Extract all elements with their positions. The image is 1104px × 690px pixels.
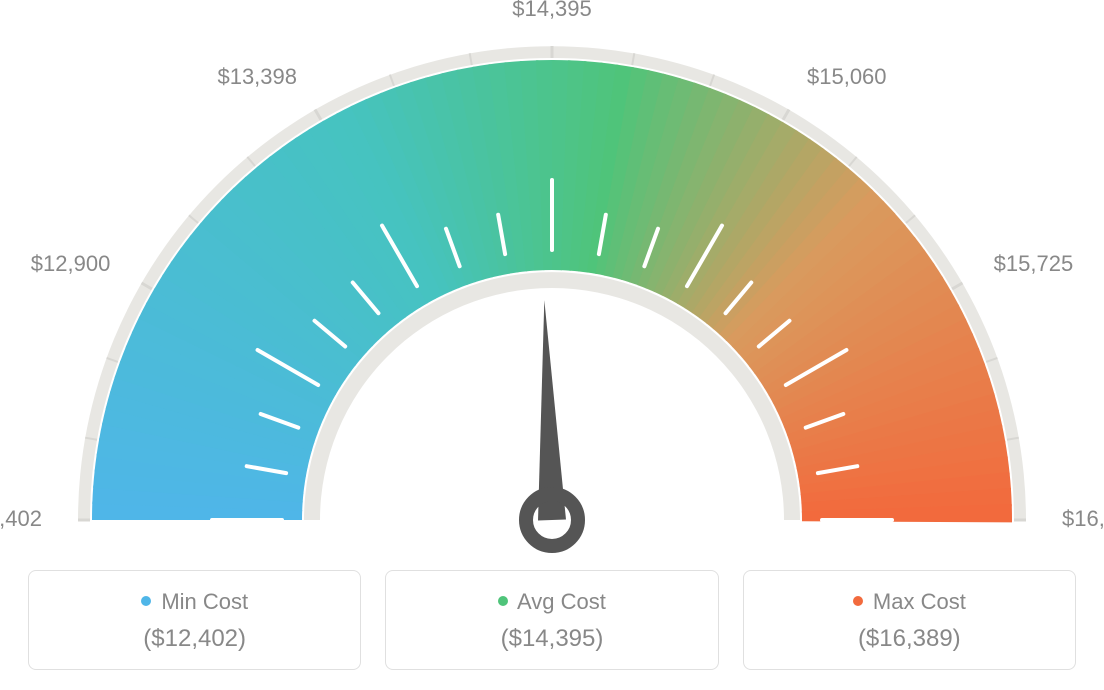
legend-card-avg: Avg Cost ($14,395) xyxy=(385,570,718,670)
legend-title-max: Max Cost xyxy=(754,589,1065,615)
legend-label-min: Min Cost xyxy=(161,589,248,614)
legend-value-max: ($16,389) xyxy=(754,625,1065,653)
legend-label-max: Max Cost xyxy=(873,589,966,614)
legend-dot-avg xyxy=(498,596,508,606)
legend-value-avg: ($14,395) xyxy=(396,625,707,653)
legend-dot-min xyxy=(141,596,151,606)
gauge-tick-label: $15,725 xyxy=(994,251,1074,277)
gauge-svg xyxy=(0,0,1104,560)
gauge-tick-label: $12,900 xyxy=(20,251,110,277)
gauge-tick-label: $12,402 xyxy=(0,506,42,532)
legend-value-min: ($12,402) xyxy=(39,625,350,653)
gauge-tick-label: $15,060 xyxy=(807,64,887,90)
gauge-chart: $12,402 $12,900 $13,398 $14,395 $15,060 $15,7… xyxy=(0,0,1104,560)
legend-card-min: Min Cost ($12,402) xyxy=(28,570,361,670)
gauge-tick-label: $13,398 xyxy=(207,64,297,90)
legend-title-min: Min Cost xyxy=(39,589,350,615)
legend-row: Min Cost ($12,402) Avg Cost ($14,395) Ma… xyxy=(0,570,1104,670)
legend-dot-max xyxy=(853,596,863,606)
legend-title-avg: Avg Cost xyxy=(396,589,707,615)
legend-card-max: Max Cost ($16,389) xyxy=(743,570,1076,670)
gauge-tick-label: $14,395 xyxy=(507,0,597,22)
gauge-tick-label: $16,389 xyxy=(1062,506,1104,532)
legend-label-avg: Avg Cost xyxy=(517,589,606,614)
